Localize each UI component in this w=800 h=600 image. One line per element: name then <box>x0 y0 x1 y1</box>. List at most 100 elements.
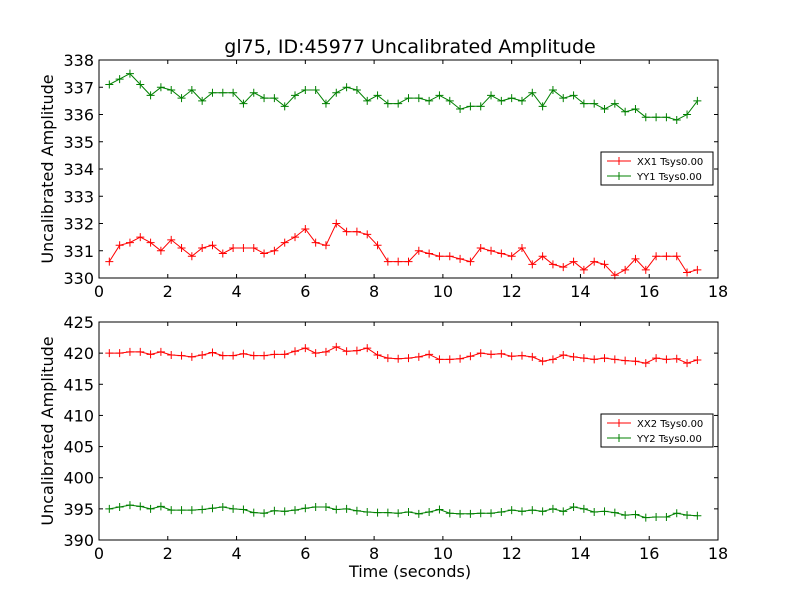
x-axis-label: Time (seconds) <box>348 562 471 581</box>
data-point <box>662 512 671 521</box>
data-point <box>394 509 403 518</box>
data-point <box>641 359 650 368</box>
data-point <box>373 508 382 517</box>
data-point <box>229 88 238 97</box>
data-point <box>559 351 568 360</box>
data-point <box>146 91 155 100</box>
data-point <box>466 102 475 111</box>
data-point <box>239 244 248 253</box>
data-point <box>507 352 516 361</box>
data-point <box>167 235 176 244</box>
data-point <box>445 509 454 518</box>
data-point <box>167 506 176 515</box>
data-point <box>414 94 423 103</box>
y-tick-label: 336 <box>63 106 94 125</box>
data-point <box>136 233 145 242</box>
data-point <box>198 244 207 253</box>
data-point <box>662 113 671 122</box>
data-point <box>260 509 269 518</box>
data-point <box>683 110 692 119</box>
data-point <box>517 244 526 253</box>
data-point <box>383 508 392 517</box>
data-point <box>291 91 300 100</box>
y-tick-label: 390 <box>63 531 94 550</box>
data-point <box>291 347 300 356</box>
data-point <box>352 227 361 236</box>
x-tick-label: 6 <box>300 544 310 563</box>
data-point <box>332 219 341 228</box>
data-point <box>476 244 485 253</box>
data-point <box>559 507 568 516</box>
data-point <box>487 246 496 255</box>
data-point <box>693 265 702 274</box>
data-point <box>187 352 196 361</box>
data-point <box>218 249 227 258</box>
legend-1: XX1 Tsys0.00 YY1 Tsys0.00 <box>600 151 714 186</box>
data-point <box>631 357 640 366</box>
data-point <box>487 91 496 100</box>
data-point <box>466 352 475 361</box>
data-point <box>497 249 506 258</box>
data-point <box>538 102 547 111</box>
data-point <box>342 227 351 236</box>
data-point <box>672 115 681 124</box>
x-tick-label: 0 <box>94 282 104 301</box>
data-point <box>621 511 630 520</box>
data-point <box>662 355 671 364</box>
data-point <box>187 85 196 94</box>
y-tick-label: 410 <box>63 406 94 425</box>
data-point <box>414 246 423 255</box>
data-point <box>342 83 351 92</box>
y-tick-label: 334 <box>63 160 94 179</box>
data-point <box>456 254 465 263</box>
data-point <box>177 506 186 515</box>
data-point <box>466 257 475 266</box>
data-point <box>404 94 413 103</box>
legend-marker <box>615 157 623 165</box>
data-point <box>507 94 516 103</box>
data-point <box>693 511 702 520</box>
data-point <box>621 107 630 116</box>
data-point <box>394 354 403 363</box>
data-point <box>569 352 578 361</box>
legend-2: XX2 Tsys0.00 YY2 Tsys0.00 <box>600 413 714 448</box>
data-point <box>260 249 269 258</box>
data-point <box>280 102 289 111</box>
data-point <box>435 355 444 364</box>
data-point <box>497 507 506 516</box>
data-point <box>569 91 578 100</box>
data-point <box>105 504 114 513</box>
data-point <box>497 349 506 358</box>
x-tick-label: 14 <box>570 282 590 301</box>
data-point <box>198 505 207 514</box>
legend-label: XX2 Tsys0.00 <box>637 419 703 430</box>
x-tick-label: 10 <box>433 282 453 301</box>
data-point <box>311 502 320 511</box>
data-point <box>404 354 413 363</box>
legend-box <box>600 413 714 448</box>
data-point <box>363 507 372 516</box>
plot-frame-2 <box>98 321 719 541</box>
x-tick-label: 14 <box>570 544 590 563</box>
data-point <box>291 506 300 515</box>
x-tick-label: 16 <box>639 544 659 563</box>
data-point <box>321 347 330 356</box>
legend-label: YY2 Tsys0.00 <box>636 434 702 445</box>
x-tick-label: 4 <box>231 282 241 301</box>
data-point <box>301 504 310 513</box>
x-tick-label: 8 <box>369 282 379 301</box>
data-point <box>610 99 619 108</box>
data-point <box>363 344 372 353</box>
data-point <box>270 506 279 515</box>
data-point <box>590 507 599 516</box>
data-point <box>693 355 702 364</box>
data-point <box>456 354 465 363</box>
chart-title: gl75, ID:45977 Uncalibrated Amplitude <box>224 36 595 58</box>
data-point <box>352 346 361 355</box>
x-tick-label: 10 <box>433 544 453 563</box>
data-point <box>115 75 124 84</box>
data-point <box>425 350 434 359</box>
legend-label: YY1 Tsys0.00 <box>636 172 702 183</box>
data-point <box>187 506 196 515</box>
data-point <box>301 85 310 94</box>
